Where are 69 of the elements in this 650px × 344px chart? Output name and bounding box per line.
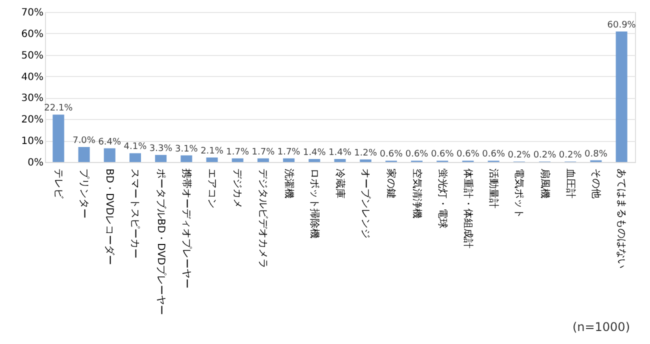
x-tick-label: BD・DVDレコーダー <box>104 168 116 266</box>
y-tick-label: 70% <box>21 8 44 18</box>
bar <box>257 158 269 162</box>
data-label: 2.1% <box>200 146 224 156</box>
data-label: 1.7% <box>277 147 301 158</box>
data-label: 22.1% <box>44 104 74 114</box>
data-label: 3.1% <box>174 144 198 154</box>
data-label: 0.6% <box>430 150 454 160</box>
data-label: 4.1% <box>124 142 148 152</box>
x-tick-label: プリンター <box>78 168 90 218</box>
bar <box>52 114 64 162</box>
bar <box>360 159 372 162</box>
data-label: 7.0% <box>72 136 96 146</box>
bar <box>206 158 218 162</box>
y-tick-label: 20% <box>21 114 44 126</box>
bar <box>308 159 320 162</box>
x-tick-label: 冷蔵庫 <box>334 168 346 198</box>
data-label: 0.6% <box>482 150 506 160</box>
x-tick-label: デジカメ <box>232 168 243 208</box>
x-tick-label: ポータブルBD・DVDプレーヤー <box>154 168 167 316</box>
x-tick-label: 空気清浄機 <box>410 168 423 218</box>
data-label: 0.2% <box>533 150 557 161</box>
x-tick-label: 活動量計 <box>488 168 500 208</box>
data-label: 1.4% <box>328 148 352 158</box>
x-tick-label: 洗濯機 <box>282 168 295 198</box>
data-label: 3.3% <box>149 144 173 154</box>
y-tick-label: 30% <box>21 93 44 104</box>
data-label: 0.6% <box>456 150 480 160</box>
bar <box>78 147 90 162</box>
bar <box>334 159 346 162</box>
x-tick-label: 家の鍵 <box>385 168 398 198</box>
x-tick-label: 携帯オーディオプレーヤー <box>180 168 192 288</box>
data-label: 1.7% <box>226 147 250 158</box>
data-label: 0.2% <box>508 150 532 161</box>
x-tick-label: エアコン <box>206 168 218 208</box>
data-label: 0.6% <box>405 150 429 160</box>
bar <box>104 148 116 162</box>
data-label: 6.4% <box>98 137 122 148</box>
x-tick-label: その他 <box>590 168 602 198</box>
bar <box>155 154 167 162</box>
text: (n=1000) <box>572 320 630 334</box>
y-tick-label: 40% <box>21 72 44 83</box>
x-tick-label: オーブンレンジ <box>360 168 372 238</box>
y-tick-label: 50% <box>21 50 44 62</box>
x-tick-label: スマートスピーカー <box>129 168 140 258</box>
data-label: 1.4% <box>302 148 326 158</box>
y-tick-label: 0% <box>28 158 44 168</box>
data-label: 0.2% <box>558 150 582 161</box>
x-tick-label: あてはまるものはない <box>616 168 627 268</box>
x-tick-label: テレビ <box>52 168 64 200</box>
x-tick-label: 扇風機 <box>538 168 551 198</box>
bar <box>129 153 141 162</box>
data-label: 1.7% <box>252 147 276 158</box>
x-tick-label: ロボット掃除機 <box>308 168 320 238</box>
y-tick-label: 60% <box>21 28 44 40</box>
bar <box>283 158 295 162</box>
x-tick-label: 体重計・体組成計 <box>462 168 474 248</box>
x-tick-label: 電気ポット <box>513 168 524 218</box>
data-label: 1.2% <box>354 148 378 158</box>
data-label: 0.6% <box>380 150 404 160</box>
x-tick-label: デジタルビデオカメラ <box>257 168 268 268</box>
y-tick-label: 10% <box>21 136 44 148</box>
bar <box>616 32 628 162</box>
bar <box>180 155 192 162</box>
data-label: 60.9% <box>607 20 636 30</box>
bar <box>232 158 244 162</box>
x-tick-label: 血圧計 <box>564 168 576 198</box>
x-tick-label: 蛍光灯・電球 <box>436 168 448 228</box>
data-label: 0.8% <box>584 149 608 160</box>
